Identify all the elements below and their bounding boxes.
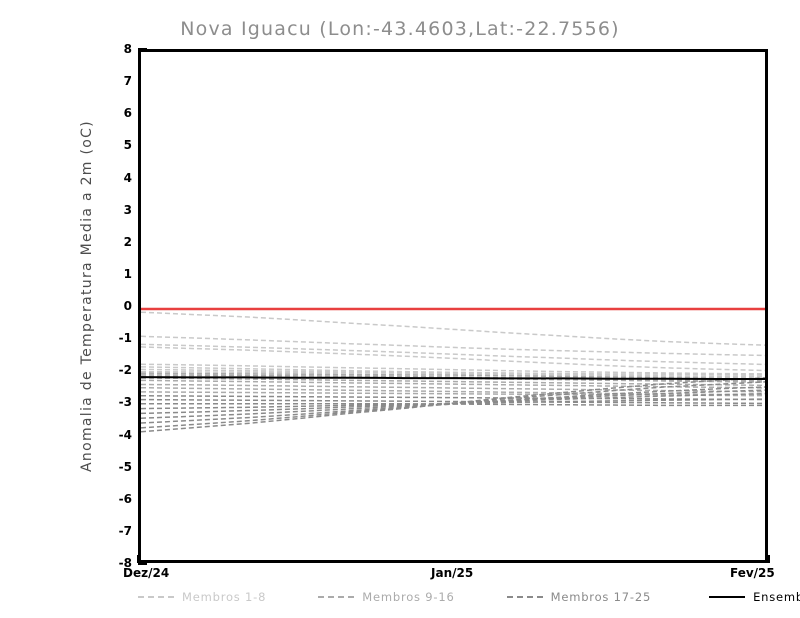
ensemble-member-line — [141, 370, 765, 379]
x-tick-label: Fev/25 — [730, 566, 775, 580]
chart-legend: Membros 1-8 Membros 9-16 Membros 17-25 Ense… — [138, 588, 800, 606]
y-tick-label: 3 — [123, 202, 132, 217]
y-tick-label: 0 — [123, 299, 132, 313]
y-tick-label: -5 — [118, 459, 132, 474]
y-tick-label: -4 — [118, 427, 132, 442]
legend-line-swatch — [506, 596, 543, 598]
legend-line-swatch — [709, 596, 746, 598]
y-tick-label: 7 — [123, 74, 132, 89]
legend-item[interactable]: Membros 9-16 — [318, 590, 454, 604]
legend-item[interactable]: Membros 17-25 — [506, 590, 652, 604]
ensemble-member-line — [141, 394, 765, 401]
x-tick-mark — [766, 555, 770, 563]
ensemble-member-line — [141, 311, 765, 346]
y-axis-label: Anomalia de Temperatura Media a 2m (oC) — [79, 120, 95, 472]
y-tick-label: -1 — [118, 331, 132, 346]
legend-label: Membros 17-25 — [550, 590, 652, 604]
ensemble-member-line — [141, 363, 765, 375]
ensemble-member-line — [141, 346, 765, 372]
legend-item[interactable]: Membros 1-8 — [138, 590, 266, 604]
y-tick-label: -3 — [118, 395, 132, 410]
legend-label: Membros 1-8 — [182, 590, 267, 604]
y-tick-label: -6 — [118, 491, 132, 506]
ensemble-member-line — [141, 377, 765, 387]
legend-line-swatch — [318, 596, 355, 598]
y-tick-label: 5 — [123, 138, 132, 153]
x-tick-label: Jan/25 — [431, 566, 474, 580]
ensemble-member-line — [141, 335, 765, 357]
y-tick-label: -8 — [118, 556, 132, 570]
y-tick-label: 2 — [123, 234, 132, 249]
chart-canvas — [141, 307, 765, 433]
legend-label: Membros 9-16 — [362, 590, 455, 604]
ensemble-member-line — [141, 377, 765, 433]
ensemble-member-line — [141, 391, 765, 397]
ensemble-mean-line — [141, 376, 765, 381]
y-tick-label: 8 — [123, 42, 132, 56]
legend-item[interactable]: Ensemble Mean — [709, 590, 800, 604]
legend-label: Ensemble Mean — [753, 590, 800, 604]
plot-area — [138, 49, 768, 563]
y-tick-label: 1 — [123, 266, 132, 281]
y-tick-mark — [138, 561, 147, 565]
y-tick-label: -7 — [118, 523, 132, 538]
ensemble-member-line — [141, 398, 765, 405]
ensemble-member-line — [141, 343, 765, 366]
ensemble-member-line — [141, 383, 765, 393]
legend-line-swatch — [138, 596, 174, 598]
x-tick-label: Dez/24 — [123, 566, 170, 580]
y-tick-label: -2 — [118, 363, 132, 378]
ensemble-member-line — [141, 366, 765, 376]
y-tick-label: 6 — [123, 106, 132, 121]
chart-title: Nova Iguacu (Lon:-43.4603,Lat:-22.7556) — [180, 18, 620, 40]
y-tick-label: 4 — [123, 170, 132, 185]
